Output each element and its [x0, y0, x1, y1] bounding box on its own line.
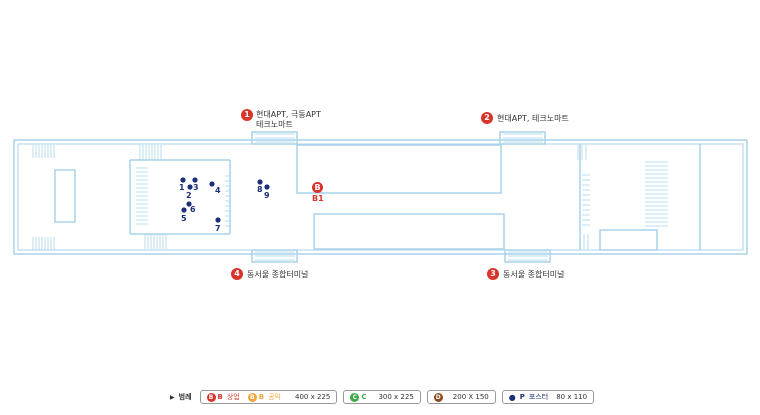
commercial-b-badge: B	[312, 182, 323, 193]
exit-1-label-2: 테크노마트	[256, 120, 293, 129]
legend: ▶ 범례 B B 상업 B B 공익 400 x 225 C C 300 x 2…	[170, 390, 600, 404]
poster-number-9: 9	[264, 191, 270, 200]
poster-number-5: 5	[181, 214, 187, 223]
exit-passage-3	[504, 249, 551, 263]
exit-passage-2	[499, 131, 546, 145]
poster-number-8: 8	[257, 185, 263, 194]
legend-b-commercial-badge: B	[206, 392, 216, 402]
exit-4-badge: 4	[231, 268, 243, 280]
legend-p: ● P 포스터 80 x 110	[501, 390, 595, 404]
poster-dot-5	[181, 207, 187, 213]
poster-dot-2	[187, 184, 193, 190]
legend-d: D 200 X 150	[426, 390, 496, 404]
legend-b-public-word: 공익	[268, 393, 281, 401]
poster-number-6: 6	[190, 205, 196, 214]
legend-p-size: 80 x 110	[556, 393, 588, 401]
legend-title: ▶ 범례	[170, 392, 192, 402]
poster-dot-3	[192, 177, 198, 183]
legend-title-text: 범례	[178, 393, 192, 401]
exit-2-label: 현대APT, 테크노마트	[497, 114, 569, 123]
legend-b-commercial-word: 상업	[226, 393, 240, 401]
corridor-upper	[296, 144, 502, 194]
exit-4-label: 동서울 종합터미널	[247, 270, 309, 279]
poster-dot-7	[215, 217, 221, 223]
legend-b: B B 상업 B B 공익 400 x 225	[199, 390, 338, 404]
legend-b-public-letter: B	[258, 393, 265, 401]
poster-dot-4	[209, 181, 215, 187]
legend-d-badge: D	[433, 392, 443, 402]
corridor-lower	[313, 213, 505, 250]
exit-3-label: 동서울 종합터미널	[503, 270, 565, 279]
legend-c-badge: C	[350, 392, 360, 402]
poster-number-2: 2	[186, 191, 192, 200]
stairs	[32, 133, 668, 261]
poster-number-1: 1	[179, 183, 185, 192]
poster-number-7: 7	[215, 224, 221, 233]
exit-passage-4	[251, 249, 298, 263]
legend-b-commercial-letter: B	[217, 393, 223, 401]
commercial-b1-label: B1	[312, 194, 324, 203]
legend-c-size: 300 x 225	[378, 393, 414, 401]
legend-b-public-badge: B	[247, 392, 257, 402]
poster-number-3: 3	[193, 183, 199, 192]
poster-dot-1	[180, 177, 186, 183]
station-outline	[13, 139, 748, 255]
legend-d-size: 200 X 150	[452, 393, 489, 401]
legend-c: C C 300 x 225	[343, 390, 421, 404]
triangle-right-icon: ▶	[170, 393, 175, 401]
exit-3-badge: 3	[487, 268, 499, 280]
exit-1-badge: 1	[241, 109, 253, 121]
legend-c-letter: C	[361, 393, 367, 401]
exit-passage-1	[251, 131, 298, 145]
poster-number-4: 4	[215, 186, 221, 195]
poster-dot-9	[264, 184, 270, 190]
poster-dot-6	[186, 201, 192, 207]
exit-2-badge: 2	[481, 112, 493, 124]
poster-dot-8	[257, 179, 263, 185]
legend-p-word: 포스터	[528, 393, 549, 401]
poster-dot-icon: ●	[508, 392, 516, 402]
legend-p-letter: P	[519, 393, 525, 401]
exit-1-label: 현대APT, 극동APT	[256, 110, 321, 119]
legend-b-size: 400 x 225	[294, 393, 331, 401]
pillar	[54, 169, 76, 223]
